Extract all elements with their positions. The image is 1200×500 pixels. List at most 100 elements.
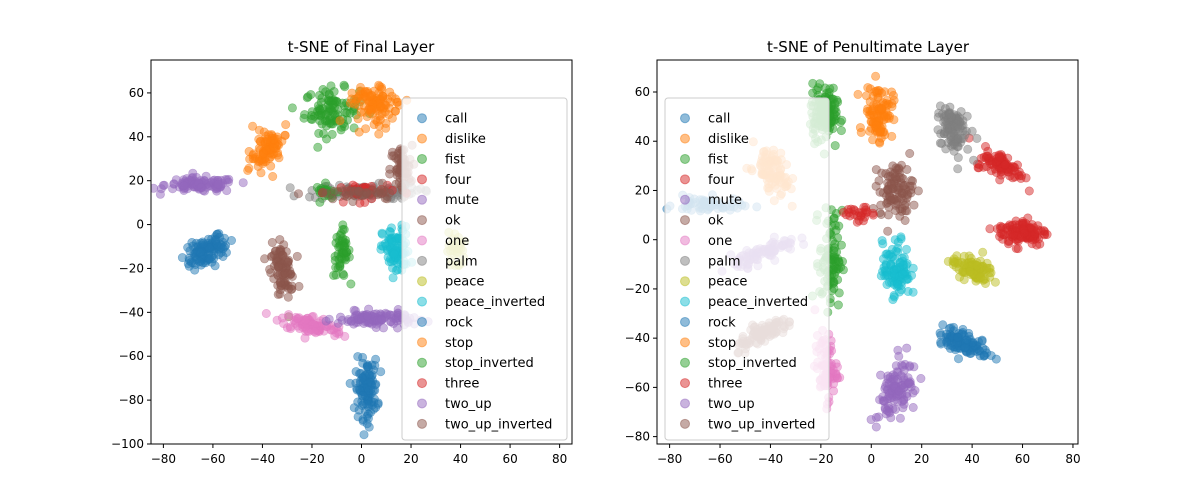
legend-box — [664, 97, 830, 441]
data-point — [962, 111, 972, 121]
data-point — [378, 178, 388, 188]
legend-marker — [680, 378, 690, 389]
data-point — [349, 305, 359, 315]
data-point — [906, 185, 916, 195]
data-point — [366, 105, 376, 115]
data-point — [834, 256, 844, 266]
legend-marker — [680, 337, 690, 348]
data-point — [946, 132, 956, 142]
data-point — [898, 269, 908, 279]
data-point — [301, 315, 311, 325]
data-point — [313, 142, 323, 152]
data-point — [265, 264, 275, 274]
data-point — [953, 354, 963, 364]
x-tick-label: 40 — [964, 452, 979, 466]
x-tick-label: −80 — [657, 452, 682, 466]
x-tick-label: 60 — [1015, 452, 1030, 466]
data-point — [335, 116, 345, 126]
legend-label: ok — [708, 214, 724, 229]
data-point — [261, 145, 271, 155]
data-point — [328, 194, 338, 204]
legend-marker — [417, 418, 427, 429]
data-point — [888, 194, 898, 204]
data-point — [268, 172, 278, 182]
data-point — [368, 386, 378, 396]
data-point — [981, 151, 991, 161]
data-point — [892, 279, 902, 289]
data-point — [205, 254, 215, 264]
data-point — [256, 168, 266, 178]
data-point — [938, 320, 948, 330]
series-ok — [868, 149, 923, 236]
data-point — [281, 120, 291, 130]
legend-marker — [417, 194, 427, 205]
x-tick-label: 40 — [453, 452, 468, 466]
data-point — [387, 151, 397, 161]
data-point — [878, 239, 888, 249]
data-point — [948, 256, 958, 266]
y-tick-label: −60 — [625, 380, 650, 394]
data-point — [196, 248, 206, 258]
legend-label: stop — [708, 336, 736, 351]
data-point — [287, 103, 297, 113]
legend-label: ok — [445, 214, 461, 229]
data-point — [353, 352, 363, 362]
x-tick-label: −80 — [151, 452, 176, 466]
data-point — [891, 206, 901, 216]
legend-marker — [417, 316, 427, 327]
data-point — [325, 118, 335, 128]
data-point — [363, 413, 373, 423]
data-point — [272, 315, 282, 325]
data-point — [275, 235, 285, 245]
data-point — [194, 257, 204, 267]
data-point — [856, 211, 866, 221]
legend-marker — [680, 316, 690, 327]
data-point — [897, 189, 907, 199]
legend-label: peace — [445, 275, 484, 290]
data-point — [389, 249, 399, 259]
legend-label: three — [708, 377, 742, 392]
data-point — [316, 110, 326, 120]
data-point — [861, 91, 871, 101]
data-point — [905, 149, 915, 159]
data-point — [357, 373, 367, 383]
data-point — [876, 103, 886, 113]
data-point — [903, 286, 913, 296]
data-point — [833, 264, 843, 274]
data-point — [274, 262, 284, 272]
data-point — [266, 161, 276, 171]
data-point — [213, 179, 223, 189]
data-point — [1011, 243, 1021, 253]
series-call — [177, 229, 237, 275]
data-point — [889, 292, 899, 302]
data-point — [830, 141, 840, 151]
data-point — [354, 186, 364, 196]
x-tick-label: 80 — [552, 452, 567, 466]
data-point — [353, 412, 363, 422]
data-point — [830, 220, 840, 230]
data-point — [880, 404, 890, 414]
data-point — [888, 91, 898, 101]
legend-label: call — [445, 112, 467, 127]
data-point — [377, 228, 387, 238]
data-point — [340, 82, 350, 92]
data-point — [969, 155, 979, 165]
data-point — [987, 160, 997, 170]
y-tick-label: −40 — [625, 331, 650, 345]
data-point — [185, 255, 195, 265]
series-dislike — [243, 120, 291, 182]
data-point — [315, 197, 325, 207]
data-point — [985, 224, 995, 234]
data-point — [887, 180, 897, 190]
data-point — [243, 165, 253, 175]
legend-marker — [417, 378, 427, 389]
legend-label: peace_inverted — [445, 295, 545, 310]
data-point — [393, 258, 403, 268]
x-tick-label: 60 — [502, 452, 517, 466]
legend-marker — [417, 215, 427, 226]
data-point — [886, 259, 896, 269]
legend-marker — [680, 418, 690, 429]
data-point — [890, 404, 900, 414]
data-point — [1033, 225, 1043, 235]
data-point — [900, 216, 910, 226]
